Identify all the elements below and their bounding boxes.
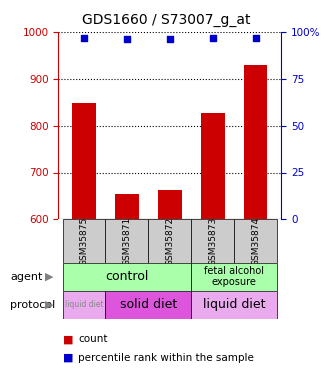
Text: ▶: ▶ [45,300,54,310]
Text: ■: ■ [63,334,74,344]
Text: liquid diet: liquid diet [203,298,265,311]
Text: agent: agent [10,272,42,282]
Bar [244,64,267,219]
Text: ▶: ▶ [45,272,54,282]
Text: solid diet: solid diet [120,298,177,311]
Text: GSM35872: GSM35872 [165,216,174,266]
Text: GSM35875: GSM35875 [80,216,89,266]
Text: GSM35871: GSM35871 [123,216,132,266]
Point [167,36,172,42]
Bar [201,112,224,219]
Point [124,36,130,42]
Text: count: count [78,334,108,344]
Point [210,34,215,40]
Text: protocol: protocol [10,300,55,310]
Point [253,34,258,40]
Bar [191,262,277,291]
Text: percentile rank within the sample: percentile rank within the sample [78,353,254,363]
Bar [72,103,96,219]
Bar [158,190,181,219]
Text: GSM35874: GSM35874 [251,216,260,266]
Text: ■: ■ [63,353,74,363]
Text: GSM35873: GSM35873 [208,216,217,266]
Text: liquid diet: liquid diet [65,300,103,309]
Bar [63,262,191,291]
Bar [63,291,106,319]
Bar [149,219,191,262]
Bar [191,291,277,319]
Text: control: control [105,270,149,283]
Bar [63,219,106,262]
Text: GDS1660 / S73007_g_at: GDS1660 / S73007_g_at [82,13,251,27]
Bar [106,219,149,262]
Bar [115,194,139,219]
Bar [234,219,277,262]
Point [81,34,87,40]
Text: fetal alcohol
exposure: fetal alcohol exposure [204,266,264,287]
Bar [106,291,191,319]
Bar [191,219,234,262]
